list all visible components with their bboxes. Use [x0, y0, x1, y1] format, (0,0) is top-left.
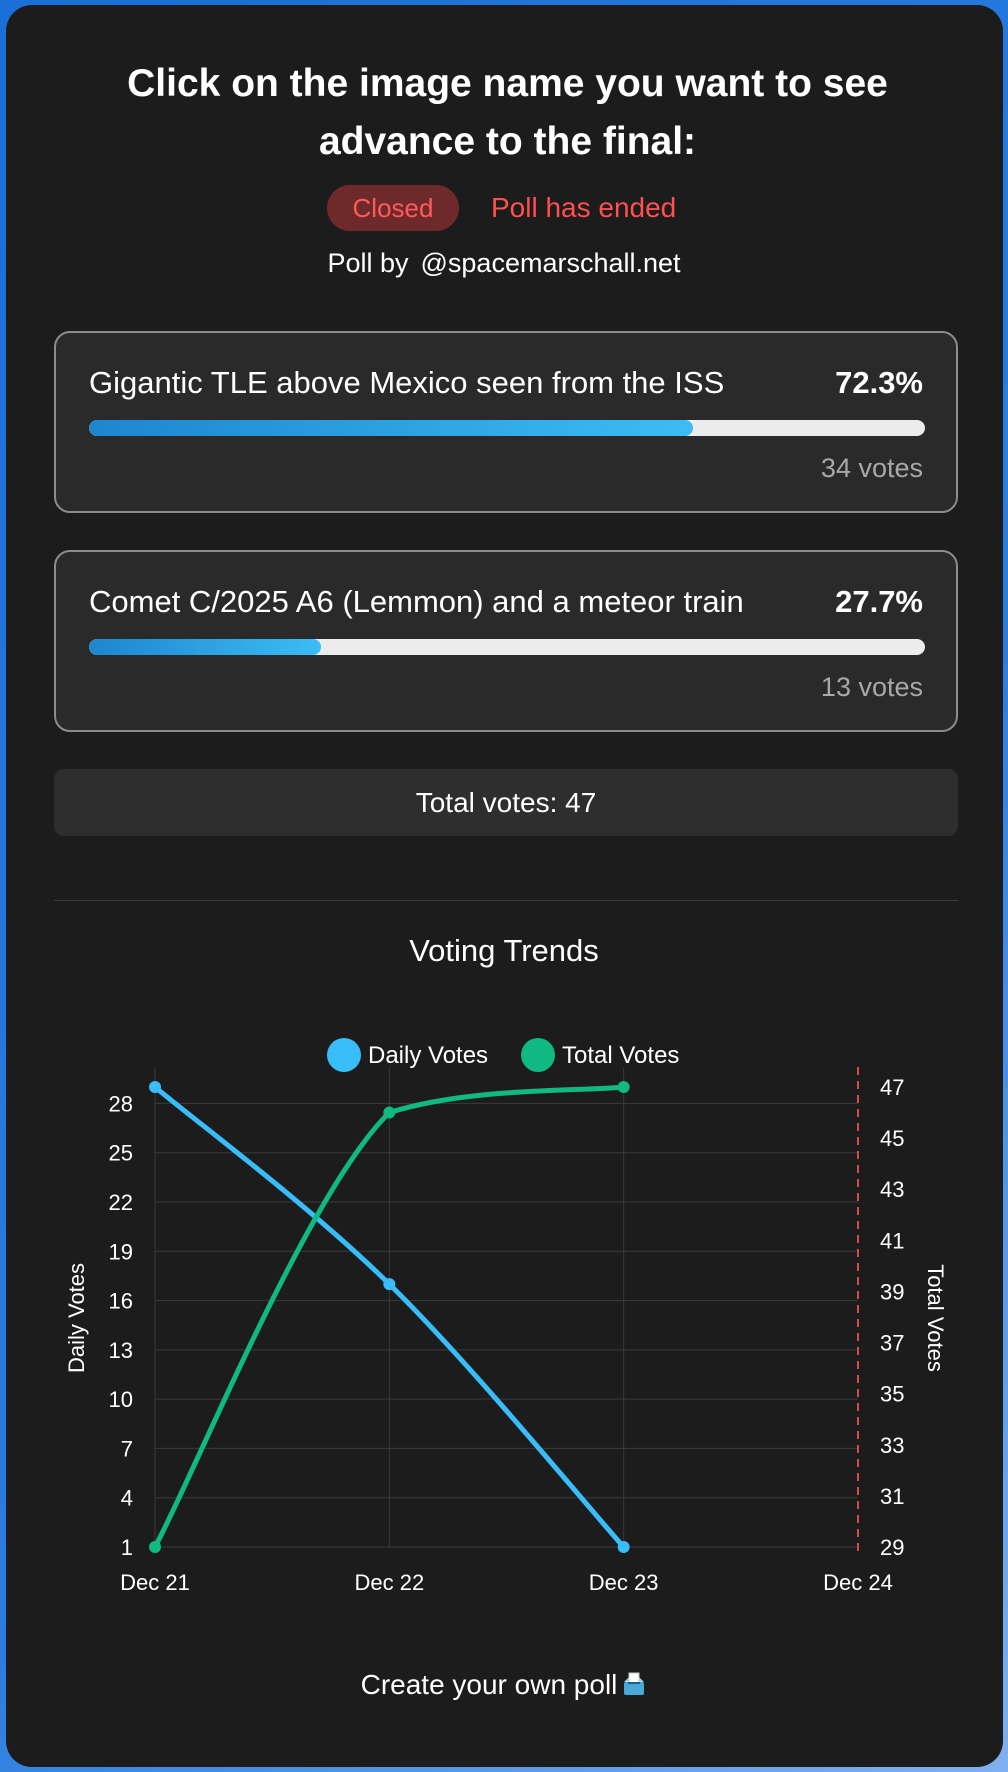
chart-grid: [154, 1067, 858, 1548]
x-tick-label: Dec 23: [589, 1570, 659, 1595]
x-tick-label: Dec 21: [120, 1570, 190, 1595]
create-poll-link[interactable]: Create your own poll: [0, 1669, 1008, 1701]
divider: [54, 900, 958, 901]
y-tick-right: 45: [880, 1126, 904, 1151]
status-text: Poll has ended: [491, 192, 677, 223]
ballot-box-icon: [621, 1671, 647, 1697]
poll-author: Poll by @spacemarschall.net: [0, 248, 1008, 279]
create-poll-label[interactable]: Create your own poll: [360, 1669, 618, 1700]
y-tick-left: 13: [109, 1338, 133, 1363]
option-percent: 27.7%: [835, 584, 923, 619]
y-tick-left: 16: [109, 1289, 133, 1314]
y-tick-right: 39: [880, 1279, 904, 1304]
total-votes-point: [617, 1081, 630, 1093]
y-tick-left: 25: [109, 1141, 133, 1166]
y-tick-right: 43: [880, 1177, 904, 1202]
y-tick-left: 10: [109, 1387, 133, 1412]
daily-votes-point: [149, 1081, 161, 1093]
y-tick-right: 41: [880, 1228, 904, 1253]
chart-ticks: 1471013161922252829313335373941434547Dec…: [109, 1075, 905, 1595]
trends-title: Voting Trends: [409, 933, 599, 968]
y-tick-left: 1: [121, 1535, 133, 1560]
y-axis-label-left: Daily Votes: [64, 1263, 89, 1373]
poll-author-prefix: Poll by: [327, 248, 409, 278]
option-label[interactable]: Comet C/2025 A6 (Lemmon) and a meteor tr…: [89, 584, 744, 619]
poll-card: [6, 5, 1003, 1767]
y-axis-label-right: Total Votes: [923, 1264, 948, 1372]
x-tick-label: Dec 22: [354, 1570, 424, 1595]
option-votes: 34 votes: [820, 453, 923, 483]
legend-label-total[interactable]: Total Votes: [562, 1042, 679, 1069]
voting-trends-chart: 1471013161922252829313335373941434547Dec…: [64, 1038, 948, 1595]
daily-votes-point: [383, 1278, 396, 1291]
option-percent: 72.3%: [835, 365, 923, 400]
chart-legend: Daily Votes Total Votes: [327, 1038, 679, 1072]
daily-votes-point: [617, 1541, 630, 1553]
poll-option[interactable]: Gigantic TLE above Mexico seen from the …: [54, 331, 958, 513]
option-progress-bar: [89, 639, 925, 655]
y-tick-left: 4: [121, 1486, 133, 1511]
option-votes: 13 votes: [820, 672, 923, 702]
legend-swatch-daily[interactable]: [327, 1038, 361, 1072]
legend-swatch-total[interactable]: [521, 1038, 555, 1072]
total-votes-line: [152, 1084, 627, 1550]
total-votes-point: [149, 1541, 161, 1553]
chart-series: [149, 1081, 630, 1553]
option-progress-fill: [89, 420, 694, 436]
y-tick-right: 29: [880, 1535, 904, 1560]
total-votes: Total votes: 47: [54, 769, 958, 836]
status-badge: Closed: [327, 185, 459, 231]
y-tick-right: 47: [880, 1075, 904, 1100]
poll-author-handle[interactable]: @spacemarschall.net: [420, 248, 681, 278]
poll-option[interactable]: Comet C/2025 A6 (Lemmon) and a meteor tr…: [54, 550, 958, 732]
poll-question: Click on the image name you want to see …: [127, 62, 888, 163]
option-progress-bar: [89, 420, 925, 436]
y-tick-right: 31: [880, 1484, 904, 1509]
y-tick-right: 33: [880, 1433, 904, 1458]
option-label[interactable]: Gigantic TLE above Mexico seen from the …: [89, 365, 725, 400]
x-tick-label: Dec 24: [823, 1570, 893, 1595]
poll-status: Closed Poll has ended: [0, 185, 1008, 231]
y-tick-left: 7: [121, 1436, 133, 1461]
y-tick-left: 22: [109, 1190, 133, 1215]
y-tick-right: 35: [880, 1382, 904, 1407]
y-tick-right: 37: [880, 1331, 904, 1356]
total-votes-point: [383, 1106, 396, 1119]
legend-label-daily[interactable]: Daily Votes: [368, 1042, 488, 1069]
y-tick-left: 19: [109, 1239, 133, 1264]
option-progress-fill: [89, 639, 321, 655]
y-tick-left: 28: [109, 1091, 133, 1116]
